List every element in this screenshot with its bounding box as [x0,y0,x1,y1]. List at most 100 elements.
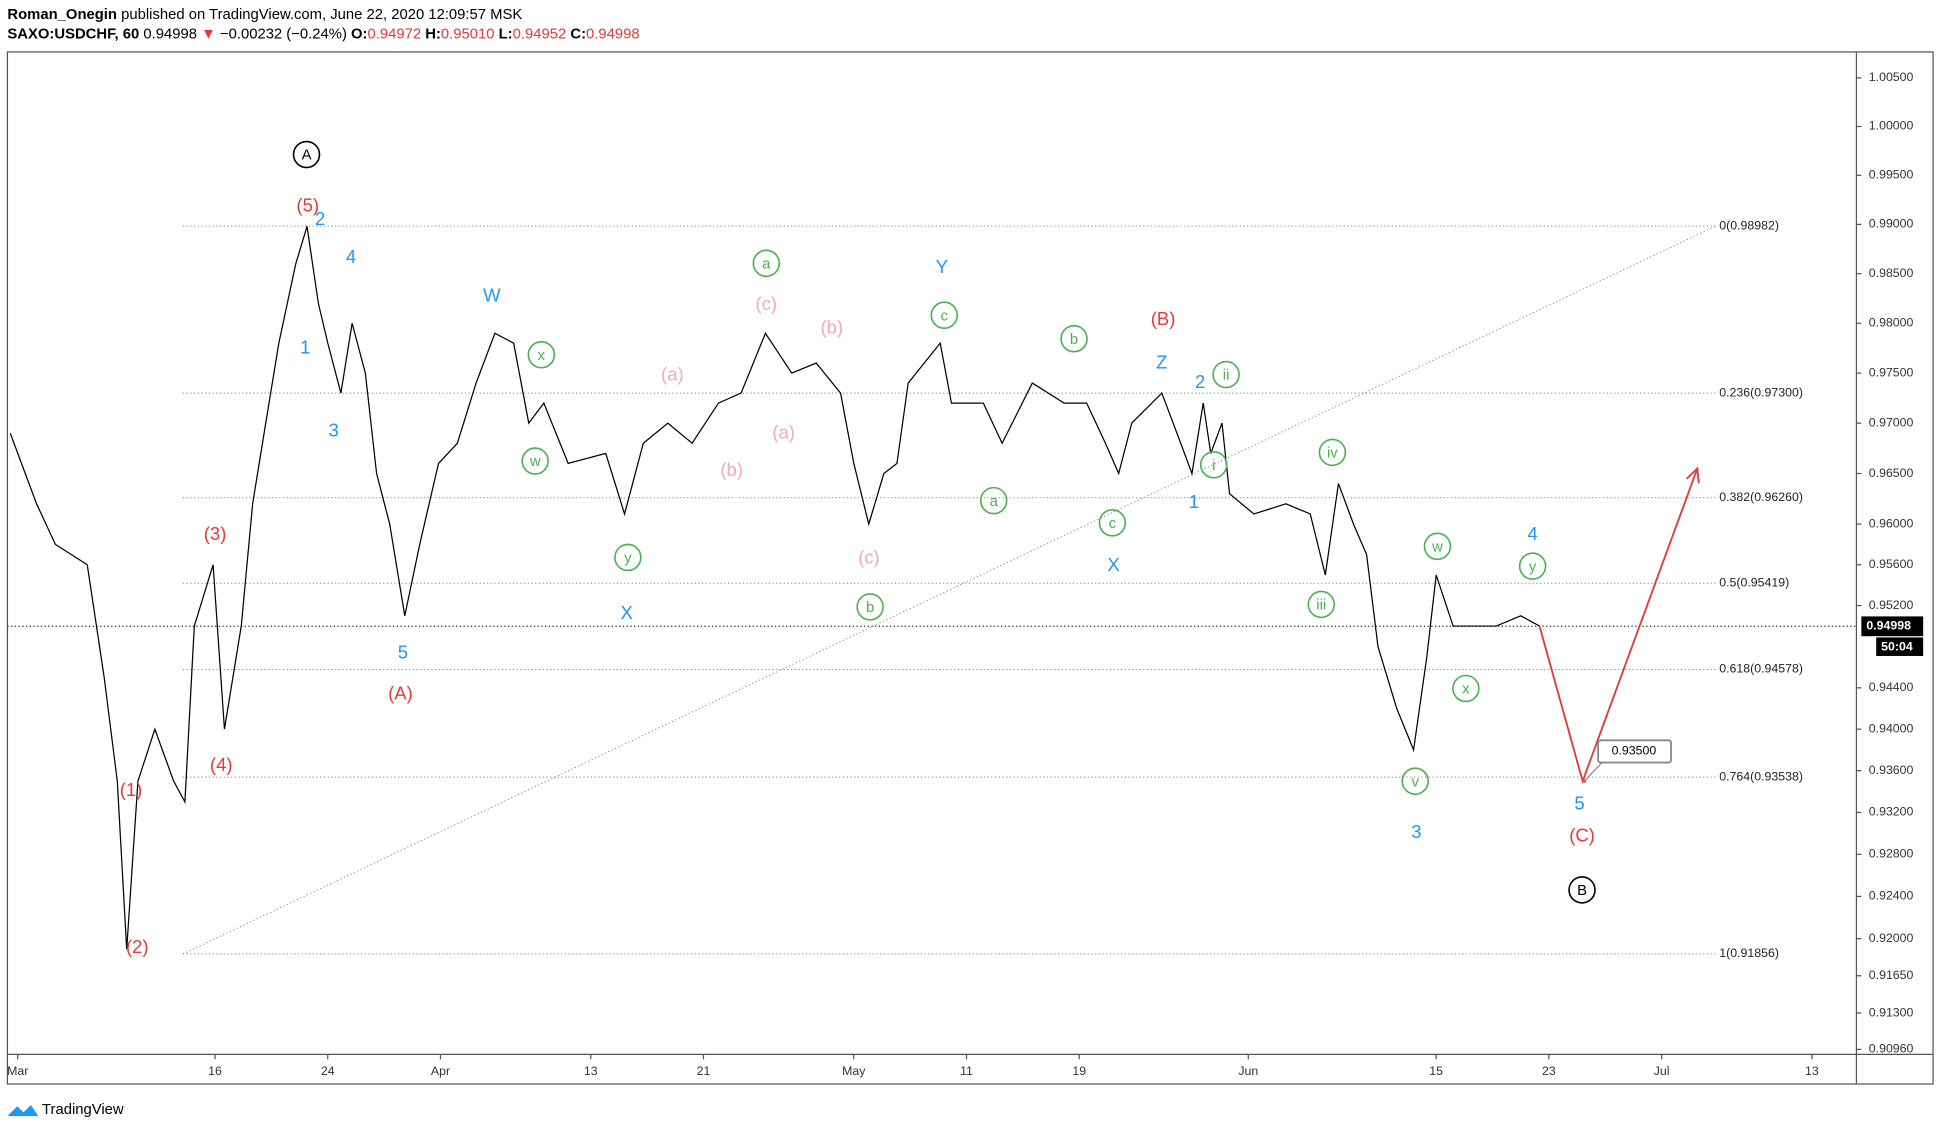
x-tick-label: 24 [321,1064,335,1078]
wave-label: (a) [661,364,684,385]
target-label: 0.93500 [1612,744,1657,758]
wave-label: 1 [300,336,310,357]
x-tick-label: 11 [960,1064,973,1078]
wave-circle [979,486,1008,515]
projection-line [1538,468,1699,785]
ohlc-label: L: [499,27,513,43]
countdown-label: 50:04 [1881,640,1913,654]
wave-circle [614,543,642,572]
wave-label: c [941,308,949,324]
wave-label: 1 [1189,491,1199,512]
y-tick-label: 0.94400 [1869,680,1914,694]
x-tick-label: 15 [1429,1064,1443,1078]
wave-label: W [483,285,501,306]
wave-label: 3 [329,419,339,440]
wave-circle [1518,552,1547,580]
arrow: ▼ [201,27,216,43]
fib-label: 0.5(0.95419) [1719,575,1789,589]
countdown-box [1876,637,1924,656]
wave-circle [1307,590,1336,619]
projection-arrowhead [1685,466,1700,484]
wave-circle [1060,324,1088,353]
author: Roman_Onegin [7,7,117,23]
y-tick-label: 0.98000 [1869,316,1914,330]
wave-label: x [1462,682,1470,698]
wave-label: (1) [120,779,143,800]
wave-circle [1423,532,1452,561]
last-price-label: 0.94998 [1866,619,1911,633]
wave-label: 4 [346,246,356,267]
last-price-box [1861,616,1924,637]
y-tick-label: 0.96500 [1869,466,1914,480]
price-line [9,226,1540,950]
wave-label: y [1529,559,1537,575]
brand: TradingView [42,1102,124,1118]
x-tick-label: May [842,1064,866,1078]
y-tick-label: 1.00500 [1869,70,1914,84]
fib-label: 0.236(0.97300) [1719,385,1803,399]
wave-circle [1199,450,1228,479]
wave-label: x [538,348,546,364]
fib-label: 0.382(0.96260) [1719,490,1803,504]
x-tick-label: Apr [431,1064,450,1078]
wave-circle [1568,876,1596,904]
wave-label: w [529,454,541,470]
y-tick-label: 0.92800 [1869,847,1914,861]
frame [6,51,1934,1085]
wave-label: (5) [296,194,319,215]
fib-label: 0.764(0.93538) [1719,769,1803,783]
wave-label: a [762,256,771,272]
wave-circle [930,301,959,329]
wave-label: (c) [756,293,778,314]
x-tick-label: 13 [584,1064,598,1078]
wave-circle [521,447,549,475]
y-tick-label: 0.95200 [1869,598,1914,612]
wave-label: (B) [1151,308,1176,329]
y-tick-label: 0.99500 [1869,168,1914,182]
published: published on TradingView.com, June 22, 2… [121,7,522,23]
wave-label: (A) [388,683,413,704]
logo-icon [7,1105,39,1117]
wave-label: (4) [210,754,233,775]
wave-label: iv [1327,446,1338,462]
y-tick-label: 1.00000 [1869,119,1914,133]
wave-label: B [1577,883,1587,899]
x-tick-label: 13 [1805,1064,1819,1078]
y-tick-label: 0.98500 [1869,266,1914,280]
y-tick-label: 0.96000 [1869,516,1914,530]
wave-label: Z [1156,351,1167,372]
ohlc-value: 0.95010 [441,27,495,43]
x-tick-label: 19 [1072,1064,1086,1078]
y-tick-label: 0.91650 [1869,968,1914,982]
fib-label: 0(0.98982) [1719,218,1779,232]
wave-circle [292,140,321,169]
y-tick-label: 0.92000 [1869,931,1914,945]
last: 0.94998 [143,27,197,43]
wave-circle [1212,360,1240,389]
y-tick-label: 0.93600 [1869,763,1914,777]
x-tick-label: 16 [208,1064,222,1078]
wave-label: X [1107,554,1119,575]
target-pointer [1584,762,1603,782]
wave-label: 5 [398,642,408,663]
wave-label: (c) [858,547,880,568]
wave-label: iii [1316,598,1326,614]
wave-label: (2) [126,936,149,957]
ohlc-label: O: [351,27,367,43]
wave-label: (3) [204,523,227,544]
target-box [1597,739,1672,764]
change: −0.00232 (−0.24%) [220,27,347,43]
x-tick-label: 21 [697,1064,711,1078]
wave-circle [1401,767,1429,795]
wave-label: (b) [820,317,843,338]
ohlc-value: 0.94972 [368,27,422,43]
wave-label: (a) [772,422,795,443]
fib-trend-line [182,225,1716,955]
wave-label: v [1411,774,1419,790]
y-tick-label: 0.99000 [1869,217,1914,231]
wave-circle [752,249,781,278]
wave-label: X [620,602,632,623]
wave-circle [856,593,884,621]
wave-label: a [990,494,999,510]
